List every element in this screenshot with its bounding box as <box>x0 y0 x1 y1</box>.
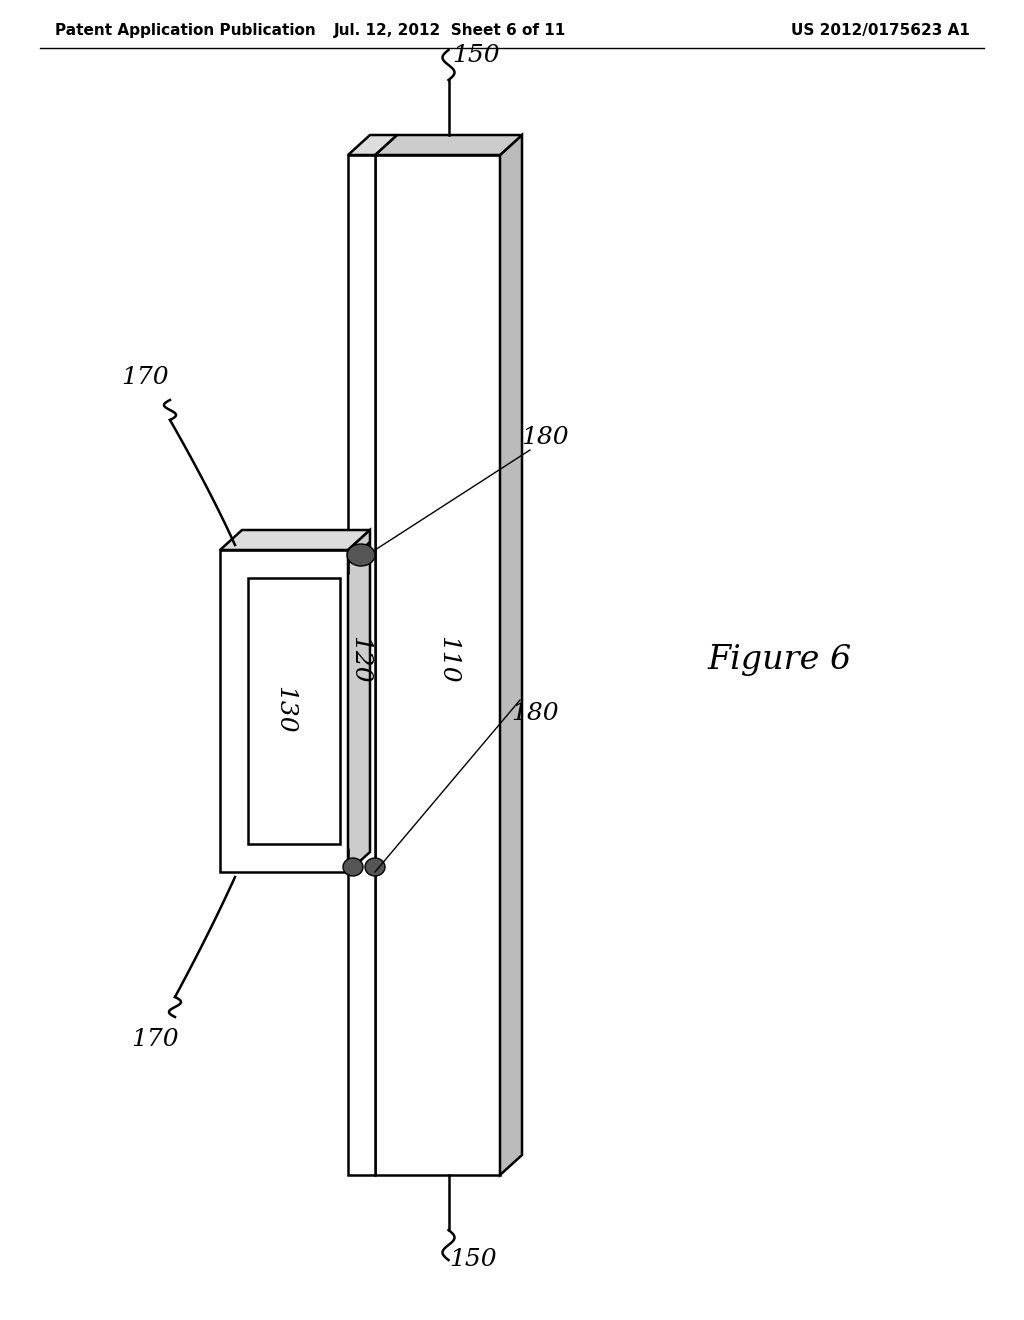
Text: Jul. 12, 2012  Sheet 6 of 11: Jul. 12, 2012 Sheet 6 of 11 <box>334 22 566 37</box>
Polygon shape <box>375 135 522 154</box>
Text: 120: 120 <box>348 636 372 684</box>
Polygon shape <box>348 543 370 562</box>
Text: 110: 110 <box>436 636 460 684</box>
Polygon shape <box>500 135 522 1175</box>
Text: Patent Application Publication: Patent Application Publication <box>55 22 315 37</box>
Text: 170: 170 <box>121 367 169 389</box>
Text: 130: 130 <box>273 686 297 734</box>
Text: Figure 6: Figure 6 <box>708 644 852 676</box>
Polygon shape <box>348 154 375 1175</box>
Polygon shape <box>220 531 370 550</box>
Ellipse shape <box>365 858 385 876</box>
Text: US 2012/0175623 A1: US 2012/0175623 A1 <box>792 22 970 37</box>
Polygon shape <box>220 550 348 873</box>
Text: 180: 180 <box>521 426 568 450</box>
Polygon shape <box>348 135 397 154</box>
Text: 150: 150 <box>453 44 501 66</box>
Text: 170: 170 <box>131 1027 179 1051</box>
Text: 180: 180 <box>511 701 559 725</box>
Polygon shape <box>248 578 340 843</box>
Ellipse shape <box>347 544 375 566</box>
Polygon shape <box>348 531 370 873</box>
Text: 150: 150 <box>450 1249 498 1271</box>
Polygon shape <box>375 154 500 1175</box>
Ellipse shape <box>343 858 362 876</box>
